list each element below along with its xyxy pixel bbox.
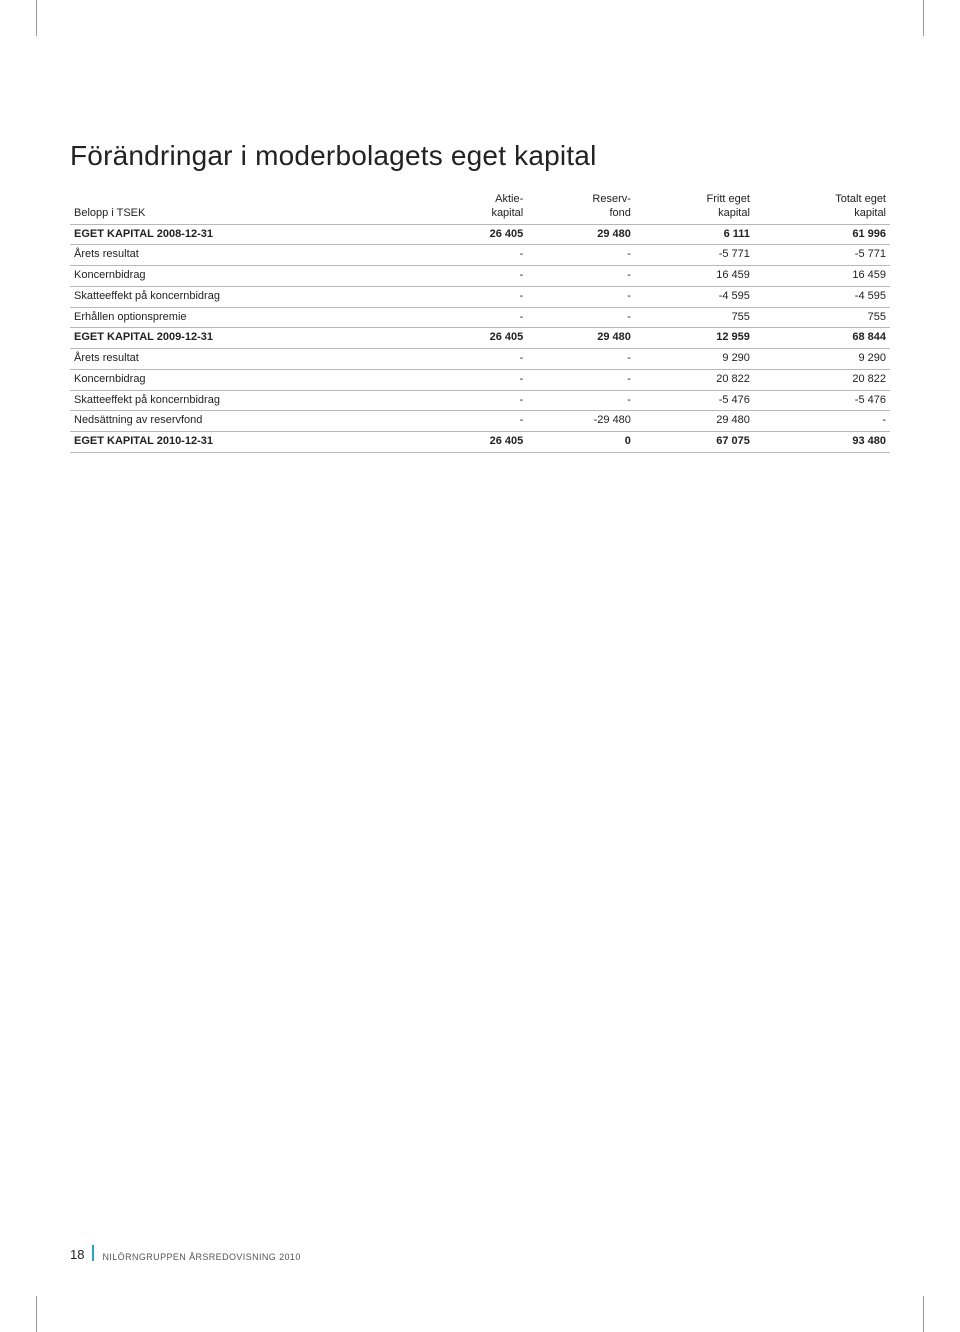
crop-mark: [36, 1296, 37, 1332]
col-header: Fritt eget: [635, 190, 754, 207]
table-cell: -5 476: [635, 390, 754, 411]
crop-mark: [923, 0, 924, 36]
table-cell: 12 959: [635, 328, 754, 349]
table-cell: 29 480: [527, 328, 635, 349]
table-cell: 26 405: [431, 432, 527, 453]
table-body: EGET KAPITAL 2008-12-3126 40529 4806 111…: [70, 224, 890, 452]
table-cell: EGET KAPITAL 2009-12-31: [70, 328, 431, 349]
table-row: EGET KAPITAL 2010-12-3126 405067 07593 4…: [70, 432, 890, 453]
col-header: Reserv-: [527, 190, 635, 207]
table-row: EGET KAPITAL 2008-12-3126 40529 4806 111…: [70, 224, 890, 245]
table-row: Årets resultat---5 771-5 771: [70, 245, 890, 266]
col-header: Belopp i TSEK: [70, 207, 431, 224]
table-cell: 16 459: [754, 266, 890, 287]
table-cell: EGET KAPITAL 2010-12-31: [70, 432, 431, 453]
table-cell: -29 480: [527, 411, 635, 432]
table-cell: 20 822: [635, 369, 754, 390]
table-cell: Skatteeffekt på koncernbidrag: [70, 286, 431, 307]
table-cell: -5 476: [754, 390, 890, 411]
table-cell: 68 844: [754, 328, 890, 349]
table-row: Skatteeffekt på koncernbidrag---5 476-5 …: [70, 390, 890, 411]
table-cell: -: [431, 390, 527, 411]
page-footer: 18 NILÖRNGRUPPEN ÅRSREDOVISNING 2010: [70, 1245, 301, 1262]
table-cell: 6 111: [635, 224, 754, 245]
table-cell: Koncernbidrag: [70, 266, 431, 287]
table-cell: -: [431, 286, 527, 307]
footer-separator: [92, 1245, 94, 1261]
table-cell: -: [527, 369, 635, 390]
table-row: Koncernbidrag--16 45916 459: [70, 266, 890, 287]
publication-name: NILÖRNGRUPPEN ÅRSREDOVISNING 2010: [102, 1252, 300, 1262]
table-cell: 26 405: [431, 224, 527, 245]
col-header: Aktie-: [431, 190, 527, 207]
table-cell: -: [527, 286, 635, 307]
table-row: Årets resultat--9 2909 290: [70, 349, 890, 370]
col-header: kapital: [754, 207, 890, 224]
table-cell: -: [527, 307, 635, 328]
table-cell: -: [527, 349, 635, 370]
col-header: Totalt eget: [754, 190, 890, 207]
table-cell: -4 595: [754, 286, 890, 307]
table-cell: -: [431, 411, 527, 432]
table-cell: -: [754, 411, 890, 432]
table-cell: -: [431, 245, 527, 266]
table-cell: 9 290: [635, 349, 754, 370]
table-cell: 9 290: [754, 349, 890, 370]
table-cell: EGET KAPITAL 2008-12-31: [70, 224, 431, 245]
table-cell: 16 459: [635, 266, 754, 287]
table-cell: -: [431, 307, 527, 328]
table-cell: -: [431, 266, 527, 287]
table-row: Erhållen optionspremie--755755: [70, 307, 890, 328]
table-cell: 29 480: [527, 224, 635, 245]
table-cell: 755: [754, 307, 890, 328]
table-cell: Årets resultat: [70, 245, 431, 266]
table-row: Nedsättning av reservfond--29 48029 480-: [70, 411, 890, 432]
table-cell: 20 822: [754, 369, 890, 390]
col-header: kapital: [635, 207, 754, 224]
table-row: Skatteeffekt på koncernbidrag---4 595-4 …: [70, 286, 890, 307]
table-cell: Årets resultat: [70, 349, 431, 370]
table-cell: 755: [635, 307, 754, 328]
table-cell: 67 075: [635, 432, 754, 453]
col-header: [70, 190, 431, 207]
table-cell: Erhållen optionspremie: [70, 307, 431, 328]
col-header: kapital: [431, 207, 527, 224]
page-number: 18: [70, 1247, 84, 1262]
table-cell: Nedsättning av reservfond: [70, 411, 431, 432]
table-header: Aktie- Reserv- Fritt eget Totalt eget Be…: [70, 190, 890, 224]
table-cell: -: [431, 349, 527, 370]
table-cell: 93 480: [754, 432, 890, 453]
table-cell: -5 771: [754, 245, 890, 266]
table-cell: -: [431, 369, 527, 390]
crop-mark: [923, 1296, 924, 1332]
crop-mark: [36, 0, 37, 36]
table-cell: Skatteeffekt på koncernbidrag: [70, 390, 431, 411]
table-cell: Koncernbidrag: [70, 369, 431, 390]
table-cell: 0: [527, 432, 635, 453]
table-cell: 26 405: [431, 328, 527, 349]
table-cell: -: [527, 390, 635, 411]
equity-table: Aktie- Reserv- Fritt eget Totalt eget Be…: [70, 190, 890, 453]
table-row: EGET KAPITAL 2009-12-3126 40529 48012 95…: [70, 328, 890, 349]
table-cell: 61 996: [754, 224, 890, 245]
col-header: fond: [527, 207, 635, 224]
table-cell: 29 480: [635, 411, 754, 432]
page-title: Förändringar i moderbolagets eget kapita…: [70, 140, 890, 172]
page-content: Förändringar i moderbolagets eget kapita…: [70, 140, 890, 453]
table-cell: -: [527, 266, 635, 287]
table-row: Koncernbidrag--20 82220 822: [70, 369, 890, 390]
table-cell: -5 771: [635, 245, 754, 266]
table-cell: -4 595: [635, 286, 754, 307]
table-cell: -: [527, 245, 635, 266]
